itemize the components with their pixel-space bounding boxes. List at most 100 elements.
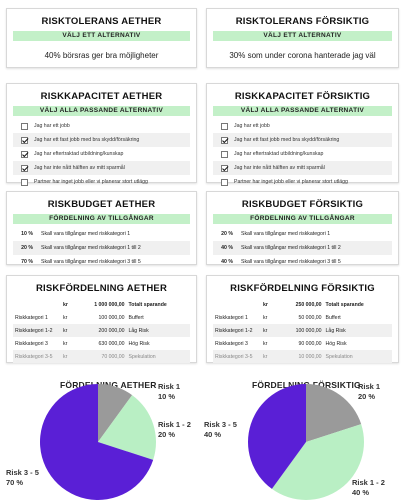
card-title: RISKFÖRDELNING AETHER (35, 283, 168, 294)
checkbox[interactable] (21, 164, 28, 172)
checkbox[interactable] (21, 136, 28, 144)
cell-desc: Buffert (325, 314, 341, 321)
cell-desc: Spekulation (323, 350, 392, 363)
checkbox-label: Jag har ett fast jobb med bra skydd/förs… (234, 137, 340, 143)
series-name: Risk 3 - 5 (6, 468, 39, 477)
checkbox[interactable] (21, 150, 28, 158)
checkbox-row[interactable]: Jag har eftertraktad utbildning/kunskap (13, 147, 190, 161)
checkbox-label: Partner har inget jobb eller vi planerar… (234, 179, 348, 185)
riskbudget-forsiktig-card: RISKBUDGET FÖRSIKTIG FÖRDELNING AV TILLG… (206, 191, 399, 265)
checkbox-row[interactable]: Partner har inget jobb eller vi planerar… (213, 175, 392, 189)
cell-desc: Hög Risk (325, 340, 347, 347)
cell-amount: 100 000,00 (98, 314, 125, 321)
pie-slice-forsiktig-risk12 (271, 424, 365, 500)
cell-empty (13, 298, 61, 311)
cell-unit: kr (261, 350, 275, 363)
budget-text: Skall vara tillgångar med riskkategori 1 (241, 231, 331, 237)
checkbox-row[interactable]: Jag har inte nått hälften av mitt sparmå… (13, 161, 190, 175)
distribution-table: kr 250 000,00 Totalt sparande Riskkategori … (213, 298, 392, 363)
risktolerans-forsiktig-card: RISKTOLERANS FÖRSIKTIG VÄLJ ETT ALTERNAT… (206, 8, 399, 68)
checkbox-row[interactable]: Jag har ett fast jobb med bra skydd/förs… (13, 133, 190, 147)
cell-total[interactable]: 250 000,00 (295, 301, 322, 308)
checkbox-row[interactable]: Jag har inte nått hälften av mitt sparmå… (213, 161, 392, 175)
pie-title-forsiktig: FÖRDELNING FÖRSIKTIG (252, 380, 361, 390)
card-subtitle: VÄLJ ALLA PASSANDE ALTERNATIV (213, 106, 392, 116)
budget-row: 40 % Skall vara tillgångar med riskkatego… (213, 255, 392, 269)
pie-slice-aether-risk35 (40, 384, 154, 500)
card-title: RISKBUDGET FÖRSIKTIG (241, 199, 364, 210)
checkbox[interactable] (21, 178, 28, 186)
cell-total[interactable]: 1 000 000,00 (94, 301, 125, 308)
budget-percent[interactable]: 20 % (21, 245, 33, 251)
checkbox[interactable] (221, 150, 228, 158)
tolerance-answer[interactable]: 40% börsras ger bra möjligheter (44, 51, 159, 60)
checkbox[interactable] (221, 122, 228, 130)
pie-slice-forsiktig-risk1 (306, 384, 362, 442)
checkbox-row[interactable]: Jag har ett fast jobb med bra skydd/förs… (213, 133, 392, 147)
card-title: RISKFÖRDELNING FÖRSIKTIG (230, 283, 375, 294)
checkbox-list: Jag har ett jobb Jag har ett fast jobb me… (207, 119, 398, 189)
checkbox[interactable] (21, 122, 28, 130)
cell-desc: Buffert (128, 314, 144, 321)
cell-category: Riskkategori 1-2 (13, 324, 61, 337)
cell-category: Riskkategori 3-5 (213, 350, 261, 363)
checkbox-label: Jag har inte nått hälften av mitt sparmå… (234, 165, 325, 171)
cell-label: Totalt sparande (128, 301, 167, 308)
cell-desc: Spekulation (126, 350, 190, 363)
budget-percent[interactable]: 40 % (221, 245, 233, 251)
budget-list: 20 % Skall vara tillgångar med riskkatego… (207, 227, 398, 269)
budget-percent[interactable]: 70 % (21, 259, 33, 265)
checkbox[interactable] (221, 136, 228, 144)
riskbudget-aether-card: RISKBUDGET AETHER FÖRDELNING AV TILLGÅNG… (6, 191, 197, 265)
card-title: RISKTOLERANS AETHER (41, 16, 162, 27)
checkbox[interactable] (221, 178, 228, 186)
pie-slice-forsiktig-risk35 (247, 384, 306, 489)
checkbox-label: Jag har eftertraktad utbildning/kunskap (234, 151, 324, 157)
checkbox-label: Jag har eftertraktad utbildning/kunskap (34, 151, 124, 157)
cell-category: Riskkategori 1 (215, 314, 248, 321)
pie-label-risk35: Risk 3 - 5 40 % (204, 420, 237, 440)
series-name: Risk 3 - 5 (204, 420, 237, 429)
cell-amount: 90 000,00 (298, 340, 322, 347)
cell-label: Totalt sparande (325, 301, 364, 308)
series-name: Risk 1 - 2 (352, 478, 385, 487)
cell-category: Riskkategori 1 (15, 314, 48, 321)
budget-percent[interactable]: 10 % (21, 231, 33, 237)
checkbox-label: Jag har inte nått hälften av mitt sparmå… (34, 165, 125, 171)
budget-percent[interactable]: 20 % (221, 231, 233, 237)
budget-percent[interactable]: 40 % (221, 259, 233, 265)
table-header-row: kr 250 000,00 Totalt sparande (213, 298, 392, 311)
cell-amount: 200 000,00 (75, 324, 127, 337)
series-value: 70 % (6, 478, 24, 487)
card-title: RISKBUDGET AETHER (47, 199, 156, 210)
cell-unit: kr (263, 301, 268, 308)
cell-desc: Låg Risk (126, 324, 190, 337)
checkbox[interactable] (221, 164, 228, 172)
card-subtitle: VÄLJ ETT ALTERNATIV (213, 31, 392, 41)
pie-label-risk35: Risk 3 - 5 70 % (6, 468, 39, 488)
table-header-row: kr 1 000 000,00 Totalt sparande (13, 298, 190, 311)
pie-label-risk1: Risk 1 10 % (158, 382, 180, 402)
budget-text: Skall vara tillgångar med riskkategori 1 (41, 231, 131, 237)
budget-row: 20 % Skall vara tillgångar med riskkatego… (213, 227, 392, 241)
checkbox-row[interactable]: Partner har inget jobb eller vi planerar… (13, 175, 190, 189)
checkbox-row[interactable]: Jag har ett jobb (213, 119, 392, 133)
checkbox-row[interactable]: Jag har eftertraktad utbildning/kunskap (213, 147, 392, 161)
pie-label-risk12: Risk 1 - 2 40 % (352, 478, 385, 498)
table-row: Riskkategori 3-5 kr 70 000,00 Spekulation (13, 350, 190, 363)
budget-row: 10 % Skall vara tillgångar med riskkatego… (13, 227, 190, 241)
series-name: Risk 1 (158, 382, 181, 391)
cell-unit: kr (63, 314, 68, 321)
budget-row: 20 % Skall vara tillgångar med riskkatego… (13, 241, 190, 255)
cell-unit: kr (261, 324, 275, 337)
card-title: RISKKAPACITET AETHER (40, 91, 163, 102)
series-name: Risk 1 - 2 (158, 420, 191, 429)
tolerance-answer[interactable]: 30% som under corona hanterade jag väl (229, 51, 376, 60)
distribution-table: kr 1 000 000,00 Totalt sparande Riskkategor… (13, 298, 190, 363)
cell-category: Riskkategori 3-5 (13, 350, 61, 363)
cell-desc: Hög Risk (128, 340, 150, 347)
checkbox-row[interactable]: Jag har ett jobb (13, 119, 190, 133)
cell-category: Riskkategori 3 (215, 340, 248, 347)
pie-slice-aether-risk12 (98, 395, 156, 460)
card-subtitle: VÄLJ ALLA PASSANDE ALTERNATIV (13, 106, 190, 116)
